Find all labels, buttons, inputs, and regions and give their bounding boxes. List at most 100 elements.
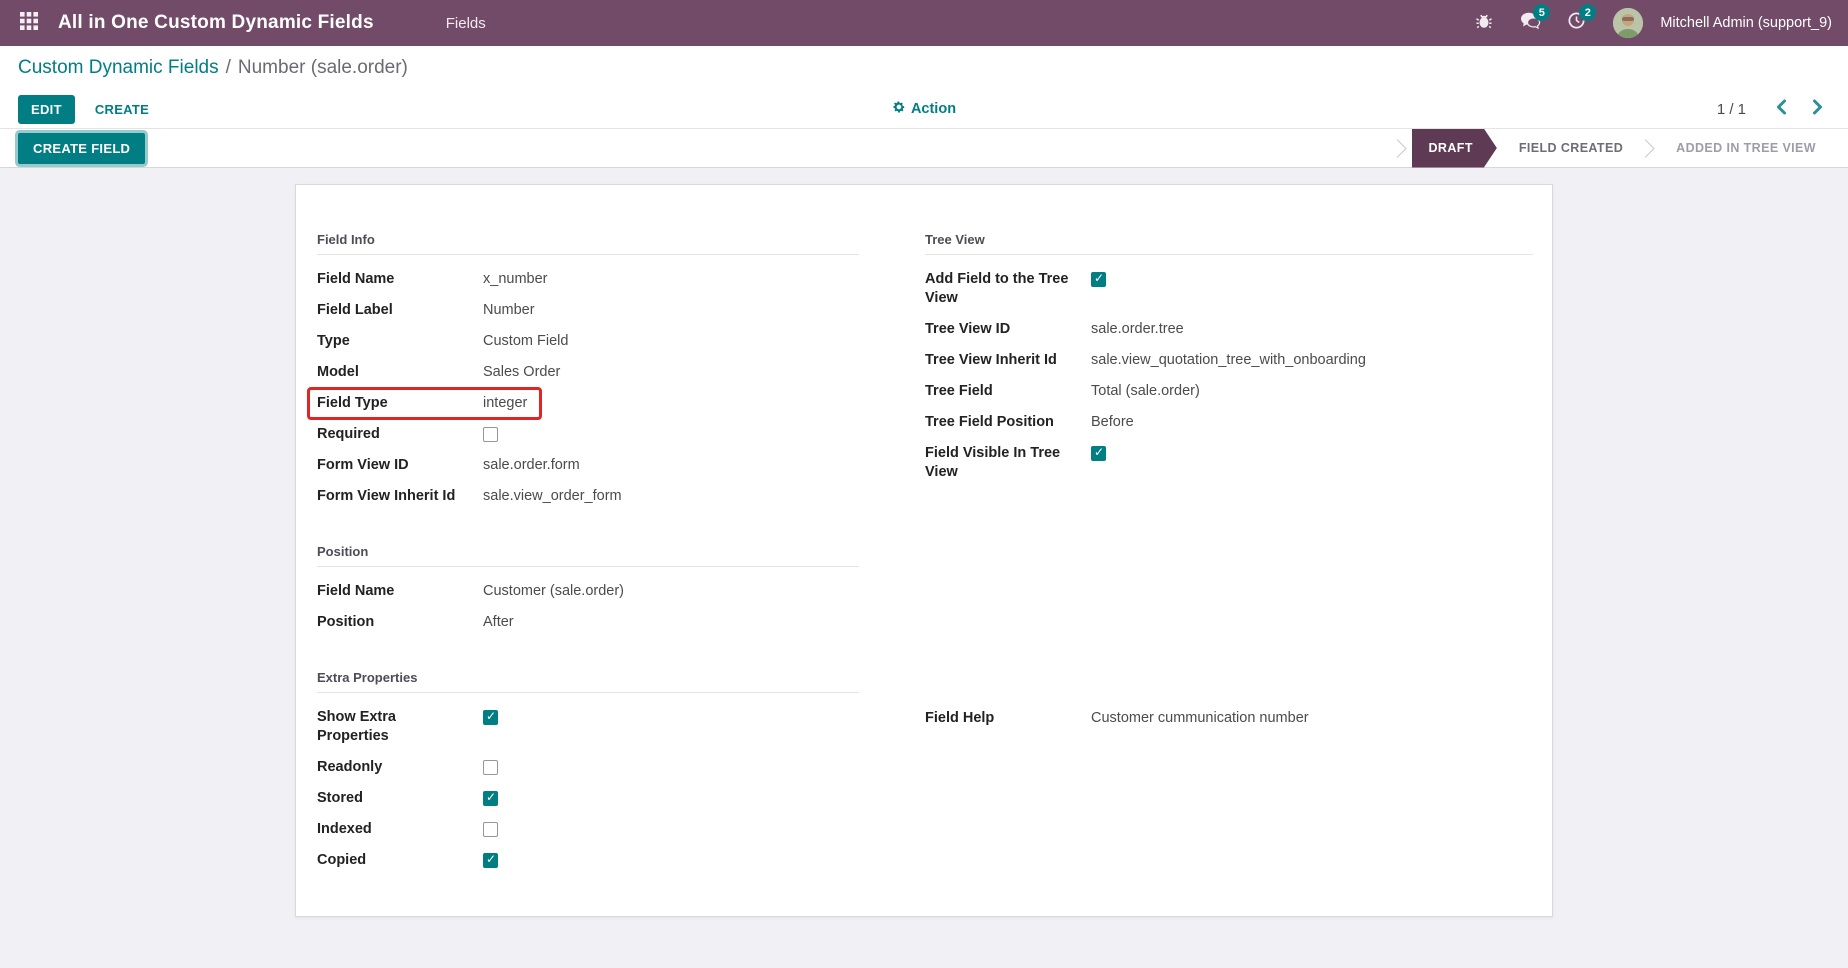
field-row-field-type: Field Type integer xyxy=(307,387,859,420)
bug-icon xyxy=(1475,12,1493,35)
breadcrumb-parent-link[interactable]: Custom Dynamic Fields xyxy=(18,57,219,78)
breadcrumb-separator: / xyxy=(225,57,231,78)
status-step-added-in-tree-view[interactable]: ADDED IN TREE VIEW xyxy=(1676,141,1816,155)
action-menu-button[interactable]: Action xyxy=(892,90,956,128)
activities-count-badge: 2 xyxy=(1579,4,1597,21)
field-value: sale.order.tree xyxy=(1091,321,1184,337)
field-label: Field Name xyxy=(317,583,395,599)
apps-grid-icon xyxy=(19,11,39,36)
field-label: Field Label xyxy=(317,302,393,318)
field-value: Before xyxy=(1091,414,1134,430)
apps-menu-button[interactable] xyxy=(12,6,46,40)
field-row-field-label: Field Label Number xyxy=(317,295,859,326)
field-value: After xyxy=(483,614,514,630)
field-value: Number xyxy=(483,302,535,318)
field-row-tree-view-id: Tree View ID sale.order.tree xyxy=(925,314,1533,345)
field-label: Copied xyxy=(317,852,367,868)
field-row-field-help: Field Help Customer cummunication number xyxy=(925,703,1533,734)
field-value: x_number xyxy=(483,271,548,287)
show-extra-properties-checkbox[interactable] xyxy=(483,709,498,725)
field-row-field-visible-in-tree-view: Field Visible In Tree View xyxy=(925,438,1533,488)
field-label: Field Help xyxy=(925,710,995,726)
readonly-checkbox[interactable] xyxy=(483,760,498,775)
section-tree-view: Tree View Add Field to the Tree View Tre… xyxy=(925,232,1533,512)
field-row-form-view-inherit-id: Form View Inherit Id sale.view_order_for… xyxy=(317,481,859,512)
create-field-button[interactable]: CREATE FIELD xyxy=(18,132,146,164)
user-avatar[interactable] xyxy=(1613,8,1644,38)
status-step-draft[interactable]: DRAFT xyxy=(1412,129,1497,168)
field-row-form-view-id: Form View ID sale.order.form xyxy=(317,450,859,481)
chat-bubbles-icon xyxy=(1520,11,1541,35)
pager-count: 1 / 1 xyxy=(1716,100,1746,118)
edit-button[interactable]: EDIT xyxy=(18,94,75,124)
field-value: Total (sale.order) xyxy=(1091,383,1200,399)
field-value: Sales Order xyxy=(483,364,561,380)
chevron-right-icon xyxy=(1811,99,1824,120)
form-sheet: Field Info Field Name x_number Field Lab… xyxy=(295,184,1553,917)
copied-checkbox[interactable] xyxy=(483,852,498,868)
field-label: Indexed xyxy=(317,821,372,837)
section-field-help: Field Help Customer cummunication number xyxy=(925,670,1533,876)
field-row-add-field-to-tree-view: Add Field to the Tree View xyxy=(925,264,1533,314)
content-area: Field Info Field Name x_number Field Lab… xyxy=(0,168,1848,968)
field-value: sale.view_quotation_tree_with_onboarding xyxy=(1091,352,1366,368)
field-value: Custom Field xyxy=(483,333,569,349)
action-menu-label: Action xyxy=(910,101,957,117)
field-row-stored: Stored xyxy=(317,783,859,814)
field-value: integer xyxy=(483,395,528,411)
create-button[interactable]: CREATE xyxy=(94,101,150,117)
gear-icon xyxy=(892,100,906,118)
field-label: Required xyxy=(317,426,380,442)
field-label: Form View Inherit Id xyxy=(317,488,456,504)
field-visible-in-tree-view-checkbox[interactable] xyxy=(1091,445,1106,461)
field-label: Position xyxy=(317,614,375,630)
step-separator-icon xyxy=(1387,138,1407,158)
field-value: sale.view_order_form xyxy=(483,488,622,504)
pager-next-button[interactable] xyxy=(1802,95,1832,123)
field-row-tree-field-position: Tree Field Position Before xyxy=(925,407,1533,438)
stored-checkbox[interactable] xyxy=(483,790,498,806)
debug-menu-button[interactable] xyxy=(1465,0,1503,46)
field-row-tree-field: Tree Field Total (sale.order) xyxy=(925,376,1533,407)
field-value: sale.order.form xyxy=(483,457,580,473)
section-extra-properties: Extra Properties Show Extra Properties R… xyxy=(317,670,859,876)
field-label: Add Field to the Tree View xyxy=(925,271,1069,306)
activities-button[interactable]: 2 xyxy=(1557,0,1597,46)
section-position: Position Field Name Customer (sale.order… xyxy=(317,544,859,638)
field-row-indexed: Indexed xyxy=(317,814,859,845)
control-panel: EDIT CREATE Action 1 / 1 xyxy=(0,90,1848,128)
field-row-readonly: Readonly xyxy=(317,752,859,783)
field-row-field-name: Field Name x_number xyxy=(317,264,859,295)
section-title: Tree View xyxy=(925,232,1533,255)
field-row-copied: Copied xyxy=(317,845,859,876)
clock-icon xyxy=(1567,11,1586,35)
field-label: Tree Field Position xyxy=(925,414,1054,430)
messages-count-badge: 5 xyxy=(1533,4,1551,21)
field-label: Model xyxy=(317,364,359,380)
field-row-tree-view-inherit-id: Tree View Inherit Id sale.view_quotation… xyxy=(925,345,1533,376)
form-statusbar: CREATE FIELD DRAFT FIELD CREATED ADDED I… xyxy=(0,128,1848,168)
breadcrumb: Custom Dynamic Fields / Number (sale.ord… xyxy=(0,46,1848,90)
pager: 1 / 1 xyxy=(1717,95,1832,123)
app-name[interactable]: All in One Custom Dynamic Fields xyxy=(58,12,374,33)
chevron-left-icon xyxy=(1775,99,1788,120)
field-label: Form View ID xyxy=(317,457,409,473)
top-navbar: All in One Custom Dynamic Fields Fields … xyxy=(0,0,1848,46)
breadcrumb-current: Number (sale.order) xyxy=(237,57,408,78)
status-step-field-created[interactable]: FIELD CREATED xyxy=(1518,141,1624,155)
messages-button[interactable]: 5 xyxy=(1511,0,1551,46)
field-row-position-field-name: Field Name Customer (sale.order) xyxy=(317,576,859,607)
field-row-position: Position After xyxy=(317,607,859,638)
add-field-to-tree-view-checkbox[interactable] xyxy=(1091,271,1106,287)
field-label: Show Extra Properties xyxy=(317,709,396,744)
field-label: Tree View Inherit Id xyxy=(925,352,1057,368)
pager-previous-button[interactable] xyxy=(1766,95,1796,123)
field-value: Customer cummunication number xyxy=(1091,710,1309,726)
status-steps: DRAFT FIELD CREATED ADDED IN TREE VIEW xyxy=(1387,129,1839,168)
field-label: Type xyxy=(317,333,350,349)
required-checkbox[interactable] xyxy=(483,427,498,442)
user-menu[interactable]: Mitchell Admin (support_9) xyxy=(1660,15,1832,31)
menu-item-fields[interactable]: Fields xyxy=(445,14,486,32)
field-label: Tree Field xyxy=(925,383,993,399)
indexed-checkbox[interactable] xyxy=(483,822,498,837)
